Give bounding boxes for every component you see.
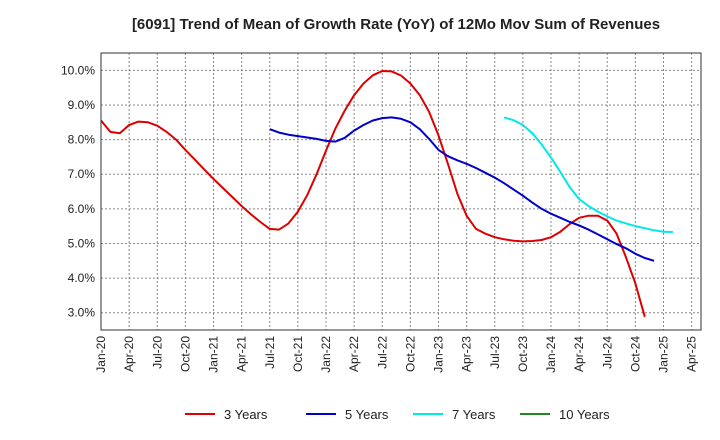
x-tick-label: Jan-24 bbox=[544, 336, 558, 373]
y-tick-label: 8.0% bbox=[68, 133, 96, 147]
x-tick-label: Apr-21 bbox=[235, 336, 249, 372]
x-tick-label: Jan-23 bbox=[432, 336, 446, 373]
x-tick-label: Apr-23 bbox=[460, 336, 474, 372]
y-tick-label: 4.0% bbox=[68, 271, 96, 285]
series-line-5-years bbox=[269, 116, 655, 262]
plot-frame bbox=[100, 52, 702, 331]
x-tick-label: Oct-22 bbox=[403, 336, 417, 372]
x-axis-ticks: Jan-20 Apr-20 Jul-20 Oct-20 Jan-21 Apr-21 Jul-… bbox=[94, 336, 699, 373]
y-tick-label: 9.0% bbox=[68, 98, 96, 112]
x-tick-label: Jul-21 bbox=[263, 336, 277, 369]
y-axis-ticks: 3.0% 4.0% 5.0% 6.0% 7.0% 8.0% 9.0% 10.0% bbox=[61, 63, 95, 319]
x-tick-label: Jan-22 bbox=[319, 336, 333, 373]
legend: 3 Years 5 Years 7 Years 10 Years bbox=[185, 407, 610, 422]
x-tick-label: Jul-20 bbox=[150, 336, 164, 369]
y-tick-label: 6.0% bbox=[68, 202, 96, 216]
y-tick-label: 3.0% bbox=[68, 306, 96, 320]
x-tick-label: Apr-25 bbox=[685, 336, 699, 372]
legend-label: 10 Years bbox=[559, 407, 610, 422]
chart-title: [6091] Trend of Mean of Growth Rate (YoY… bbox=[132, 16, 660, 33]
y-tick-label: 7.0% bbox=[68, 167, 96, 181]
x-tick-label: Jan-20 bbox=[94, 336, 108, 373]
y-tick-label: 5.0% bbox=[68, 236, 96, 250]
y-tick-label: 10.0% bbox=[61, 63, 95, 77]
series-layer bbox=[100, 70, 673, 318]
x-tick-label: Apr-20 bbox=[122, 336, 136, 372]
legend-label: 5 Years bbox=[345, 407, 389, 422]
x-tick-label: Oct-20 bbox=[178, 336, 192, 372]
legend-label: 3 Years bbox=[224, 407, 268, 422]
x-tick-label: Oct-21 bbox=[291, 336, 305, 372]
x-tick-label: Oct-24 bbox=[628, 336, 642, 372]
x-tick-label: Jan-21 bbox=[207, 336, 221, 373]
x-tick-label: Apr-22 bbox=[347, 336, 361, 372]
x-tick-label: Jul-24 bbox=[600, 336, 614, 369]
x-tick-label: Jul-22 bbox=[375, 336, 389, 369]
series-line-7-years bbox=[503, 116, 673, 233]
grid bbox=[101, 53, 701, 330]
x-tick-label: Jan-25 bbox=[657, 336, 671, 373]
series-line-3-years bbox=[100, 70, 646, 318]
x-tick-label: Oct-23 bbox=[516, 336, 530, 372]
x-tick-label: Jul-23 bbox=[488, 336, 502, 369]
legend-label: 7 Years bbox=[452, 407, 496, 422]
x-tick-label: Apr-24 bbox=[572, 336, 586, 372]
